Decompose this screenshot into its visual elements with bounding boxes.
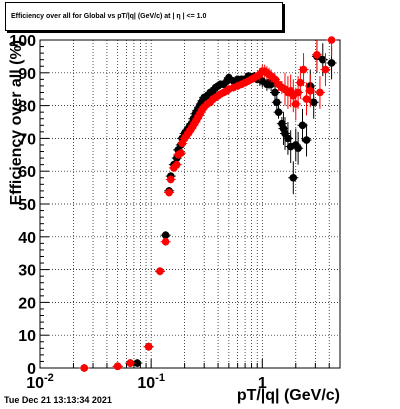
data-point bbox=[318, 55, 327, 64]
data-point bbox=[296, 78, 305, 87]
data-point bbox=[302, 136, 311, 144]
data-point bbox=[321, 65, 330, 74]
y-tick-label: 10 bbox=[18, 328, 36, 345]
y-tick-label: 70 bbox=[18, 131, 36, 148]
y-tick-label: 0 bbox=[27, 361, 36, 378]
y-axis-label: Efficiency over all (%) bbox=[8, 40, 25, 205]
data-point bbox=[313, 50, 321, 59]
x-tick-label: 10-2 bbox=[26, 372, 54, 392]
data-point bbox=[316, 88, 324, 97]
y-tick-label: 50 bbox=[18, 197, 36, 214]
data-point bbox=[144, 342, 153, 351]
y-tick-label: 100 bbox=[9, 33, 36, 50]
data-point bbox=[272, 98, 281, 107]
data-point bbox=[133, 359, 142, 367]
data-point bbox=[284, 134, 292, 143]
x-tick-label: 10-1 bbox=[137, 372, 165, 392]
data-point bbox=[289, 173, 298, 182]
grid bbox=[39, 39, 341, 369]
data-point bbox=[161, 237, 170, 246]
data-point bbox=[165, 188, 173, 197]
data-point bbox=[80, 364, 89, 372]
chart-title-box: Efficiency over all for Global vs pT/|q|… bbox=[5, 2, 283, 31]
data-series bbox=[79, 36, 337, 372]
data-point bbox=[177, 149, 185, 157]
y-tick-label: 60 bbox=[18, 164, 36, 181]
datestamp: Tue Dec 21 13:13:34 2021 bbox=[4, 395, 112, 405]
data-point bbox=[161, 231, 170, 239]
x-tick-label: 1 bbox=[258, 375, 267, 392]
y-tick-label: 40 bbox=[18, 230, 36, 247]
chart-title: Efficiency over all for Global vs pT/|q|… bbox=[11, 13, 207, 20]
y-tick-label: 30 bbox=[18, 263, 36, 280]
data-point bbox=[327, 59, 336, 67]
data-point bbox=[299, 65, 308, 74]
data-point bbox=[302, 95, 311, 103]
data-point bbox=[298, 121, 307, 130]
data-point bbox=[294, 144, 302, 153]
data-point bbox=[309, 98, 318, 107]
x-axis-label: pT/|q| (GeV/c) bbox=[237, 387, 340, 404]
y-tick-label: 80 bbox=[18, 99, 36, 116]
y-tick-label: 90 bbox=[18, 66, 36, 83]
data-point bbox=[166, 175, 175, 184]
series-1 bbox=[79, 36, 337, 372]
data-point bbox=[172, 160, 181, 169]
data-point bbox=[306, 87, 315, 95]
data-point bbox=[271, 88, 279, 97]
data-point bbox=[113, 362, 122, 371]
y-tick-label: 20 bbox=[18, 295, 36, 312]
data-point bbox=[126, 359, 135, 367]
data-point bbox=[327, 36, 336, 44]
data-point bbox=[156, 267, 164, 276]
data-point bbox=[274, 108, 283, 116]
